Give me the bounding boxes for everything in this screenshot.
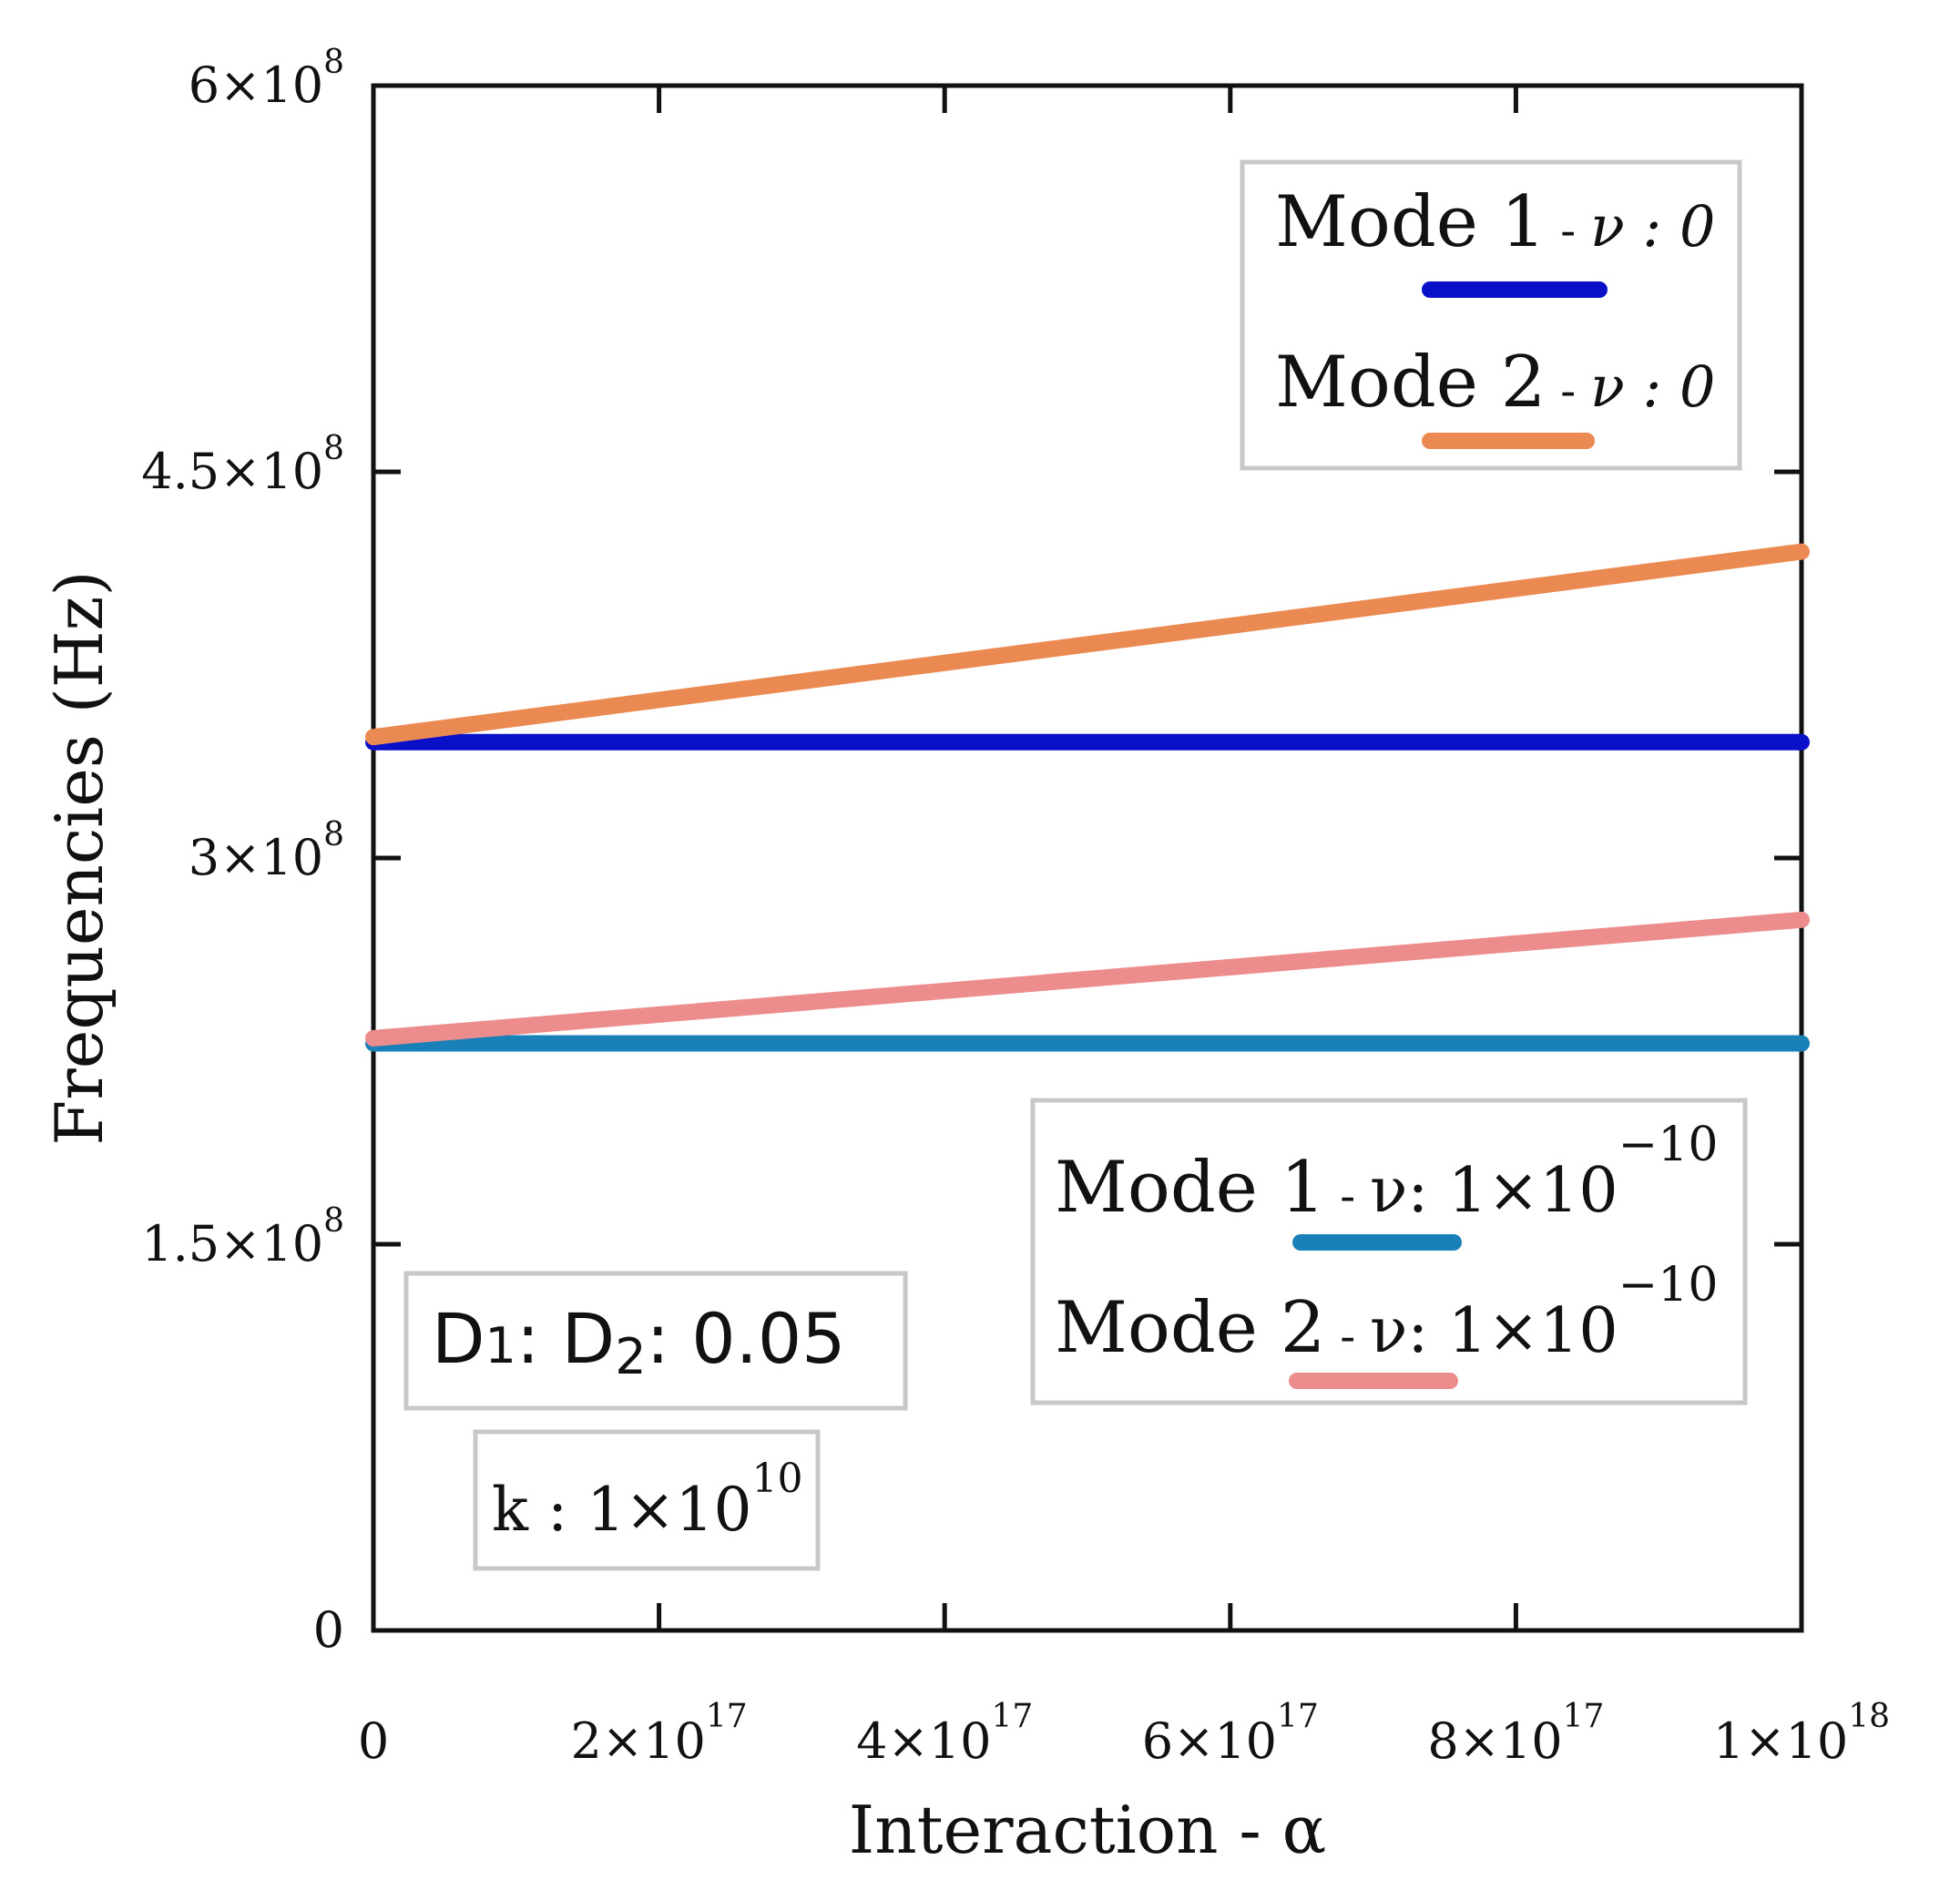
series-layer xyxy=(365,543,1810,1052)
y-tick-label: 4.5×108 xyxy=(141,430,344,500)
annotation-k-text: k : 1×1010 xyxy=(492,1456,802,1545)
y-tick-label: 3×108 xyxy=(189,816,344,886)
x-tick-label: 8×1017 xyxy=(1427,1698,1604,1770)
series-line-2 xyxy=(365,543,1810,746)
annotation-ratio-text: D1: D2: 0.05 xyxy=(432,1298,846,1385)
y-axis: 0 1.5×108 3×108 4.5×108 6×108 xyxy=(141,44,1802,1659)
annotation-ratio-box xyxy=(403,1271,908,1411)
annotation-k: k : 1×1010 xyxy=(473,1429,821,1571)
x-tick-label: 1×1018 xyxy=(1713,1698,1890,1770)
x-tick-label: 6×1017 xyxy=(1142,1698,1319,1770)
legend-item-mode2-nu1e-10: Mode 2 - ν: 1×10−10 xyxy=(1055,1258,1718,1369)
legend-top: Mode 1 - ν : 0 Mode 2 - ν : 0 xyxy=(1240,159,1742,471)
y-tick-label: 0 xyxy=(313,1601,344,1659)
x-tick-label: 2×1017 xyxy=(571,1698,748,1770)
x-tick-label: 0 xyxy=(358,1712,389,1770)
y-axis-title: Frequencies (Hz) xyxy=(41,570,117,1145)
annotation-k-box xyxy=(473,1429,821,1571)
x-axis: 0 2×1017 4×1017 6×1017 8×1017 1×1018 xyxy=(358,86,1890,1770)
y-tick-label: 6×108 xyxy=(189,44,344,114)
legend-bottom: Mode 1 - ν: 1×10−10 Mode 2 - ν: 1×10−10 xyxy=(1030,1098,1748,1405)
legend-item-mode1-nu1e-10: Mode 1 - ν: 1×10−10 xyxy=(1055,1118,1718,1229)
legend-item-mode2-nu0: Mode 2 - ν : 0 xyxy=(1275,342,1715,424)
x-tick-label: 4×1017 xyxy=(856,1698,1033,1770)
annotation-ratio: D1: D2: 0.05 xyxy=(403,1271,908,1411)
series-line-4 xyxy=(365,911,1810,1047)
y-tick-label: 1.5×108 xyxy=(141,1202,344,1272)
x-axis-title: Interaction - α xyxy=(849,1792,1326,1868)
legend-bottom-box xyxy=(1030,1098,1748,1405)
legend-item-mode1-nu0: Mode 1 - ν : 0 xyxy=(1275,181,1715,263)
legend-top-box xyxy=(1240,159,1742,471)
